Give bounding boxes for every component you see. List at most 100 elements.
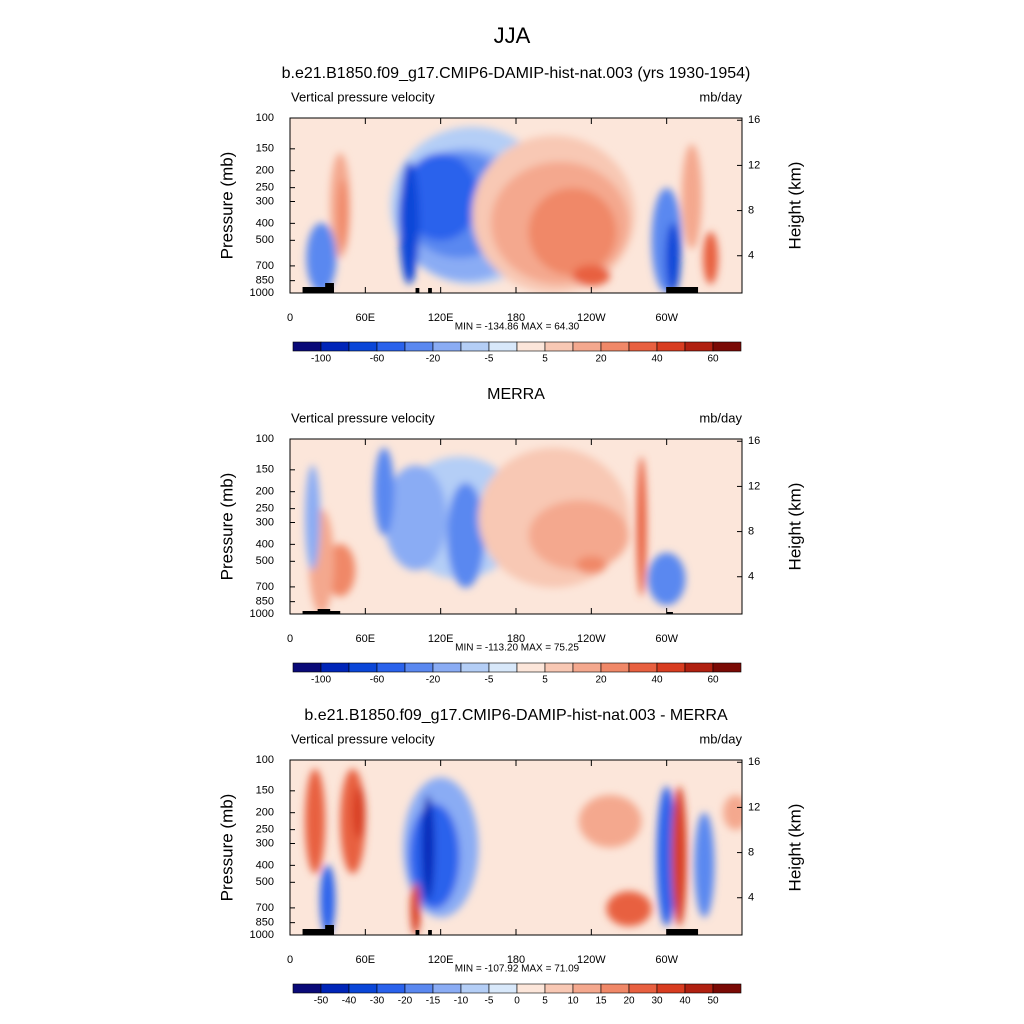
y-tick-label: 250 [256, 824, 274, 836]
colorbar-label: 20 [595, 675, 607, 686]
right-label: mb/day [699, 731, 742, 746]
colorbar-box [460, 983, 490, 994]
colorbar-label: 60 [707, 675, 719, 686]
contour-region [723, 795, 742, 830]
contour-region [606, 891, 652, 927]
y-tick-label: 400 [256, 538, 274, 550]
colorbar-label: 40 [679, 996, 691, 1007]
colorbar-label: 30 [651, 996, 663, 1007]
x-tick-label: 120W [577, 633, 606, 645]
y-tick-label: 850 [256, 596, 274, 608]
colorbar-box [544, 341, 574, 352]
contour-region [384, 465, 447, 571]
contour-region [528, 500, 629, 571]
x-tick-label: 120W [577, 312, 606, 324]
terrain [428, 930, 432, 935]
y-tick-label: 500 [256, 555, 274, 567]
y-tick-label: 200 [256, 165, 274, 177]
colorbar-label: -30 [370, 996, 385, 1007]
y-tick-label: 250 [256, 182, 274, 194]
x-tick-label: 120E [428, 312, 454, 324]
colorbar-box [432, 983, 462, 994]
colorbar-box [320, 341, 350, 352]
contour-region [703, 231, 719, 285]
contour-region [578, 795, 642, 848]
right-label: mb/day [699, 410, 742, 425]
colorbar-box [656, 341, 686, 352]
y-tick-label: 150 [256, 464, 274, 476]
y2-tick-label: 16 [748, 435, 760, 447]
terrain [302, 929, 334, 935]
colorbar-box [432, 662, 462, 673]
y-tick-label: 700 [256, 902, 274, 914]
colorbar-box [600, 983, 630, 994]
colorbar-box [488, 983, 518, 994]
colorbar-label: 20 [623, 996, 635, 1007]
contour-region [337, 179, 348, 250]
x-tick-label: 60E [356, 312, 376, 324]
x-tick-label: 60W [655, 312, 678, 324]
colorbar-box [516, 662, 546, 673]
terrain [325, 283, 334, 293]
y-tick-label: 200 [256, 486, 274, 498]
y2-tick-label: 8 [748, 525, 754, 537]
colorbar-box [712, 662, 742, 673]
y-tick-label: 1000 [250, 608, 274, 620]
y-tick-label: 300 [256, 195, 274, 207]
colorbar-box [712, 341, 742, 352]
colorbar-label: -5 [485, 675, 494, 686]
y2-tick-label: 4 [748, 892, 754, 904]
contour-region [647, 552, 686, 606]
contour-region [572, 265, 611, 286]
contour-region [409, 803, 460, 909]
colorbar-box [292, 662, 322, 673]
colorbar-label: 40 [651, 354, 663, 365]
colorbar-box [348, 662, 378, 673]
contour-region [636, 456, 647, 597]
field-blobs [306, 126, 719, 293]
contour-region [306, 223, 337, 293]
terrain [415, 288, 420, 293]
panel-title: b.e21.B1850.f09_g17.CMIP6-DAMIP-hist-nat… [282, 65, 751, 82]
colorbar-label: -20 [426, 354, 441, 365]
y-tick-label: 400 [256, 859, 274, 871]
colorbar-box [404, 662, 434, 673]
x-tick-label: 180 [507, 633, 525, 645]
contour-region [421, 795, 435, 900]
contour-region [374, 447, 395, 536]
contour-region [528, 188, 617, 276]
terrain [666, 612, 673, 614]
colorbar-box [628, 341, 658, 352]
stats: MIN = -113.20 MAX = 75.25 [455, 643, 579, 654]
contour-region [305, 465, 321, 571]
colorbar-label: -5 [485, 354, 494, 365]
y2-tick-label: 8 [748, 846, 754, 858]
y-tick-label: 100 [256, 754, 274, 766]
x-tick-label: 0 [287, 633, 293, 645]
colorbar-box [572, 662, 602, 673]
y-tick-label: 500 [256, 234, 274, 246]
y2-axis-label: Height (km) [785, 483, 804, 571]
stats: MIN = -134.86 MAX = 64.30 [455, 322, 580, 333]
y-tick-label: 850 [256, 275, 274, 287]
colorbar-box [460, 662, 490, 673]
x-tick-label: 180 [507, 312, 525, 324]
colorbar-box [656, 983, 686, 994]
y-tick-label: 300 [256, 516, 274, 528]
colorbar-label: 50 [707, 996, 719, 1007]
colorbar-label: -20 [426, 675, 441, 686]
y2-tick-label: 4 [748, 250, 754, 262]
terrain [415, 930, 420, 935]
colorbar-label: -60 [370, 675, 385, 686]
colorbar-box [684, 341, 714, 352]
y2-tick-label: 12 [748, 480, 760, 492]
right-label: mb/day [699, 89, 742, 104]
field-blobs [305, 447, 686, 614]
colorbar-label: -5 [485, 996, 494, 1007]
contour-region [410, 882, 421, 935]
y-tick-label: 400 [256, 217, 274, 229]
colorbar-box [516, 983, 546, 994]
colorbar-box [348, 341, 378, 352]
